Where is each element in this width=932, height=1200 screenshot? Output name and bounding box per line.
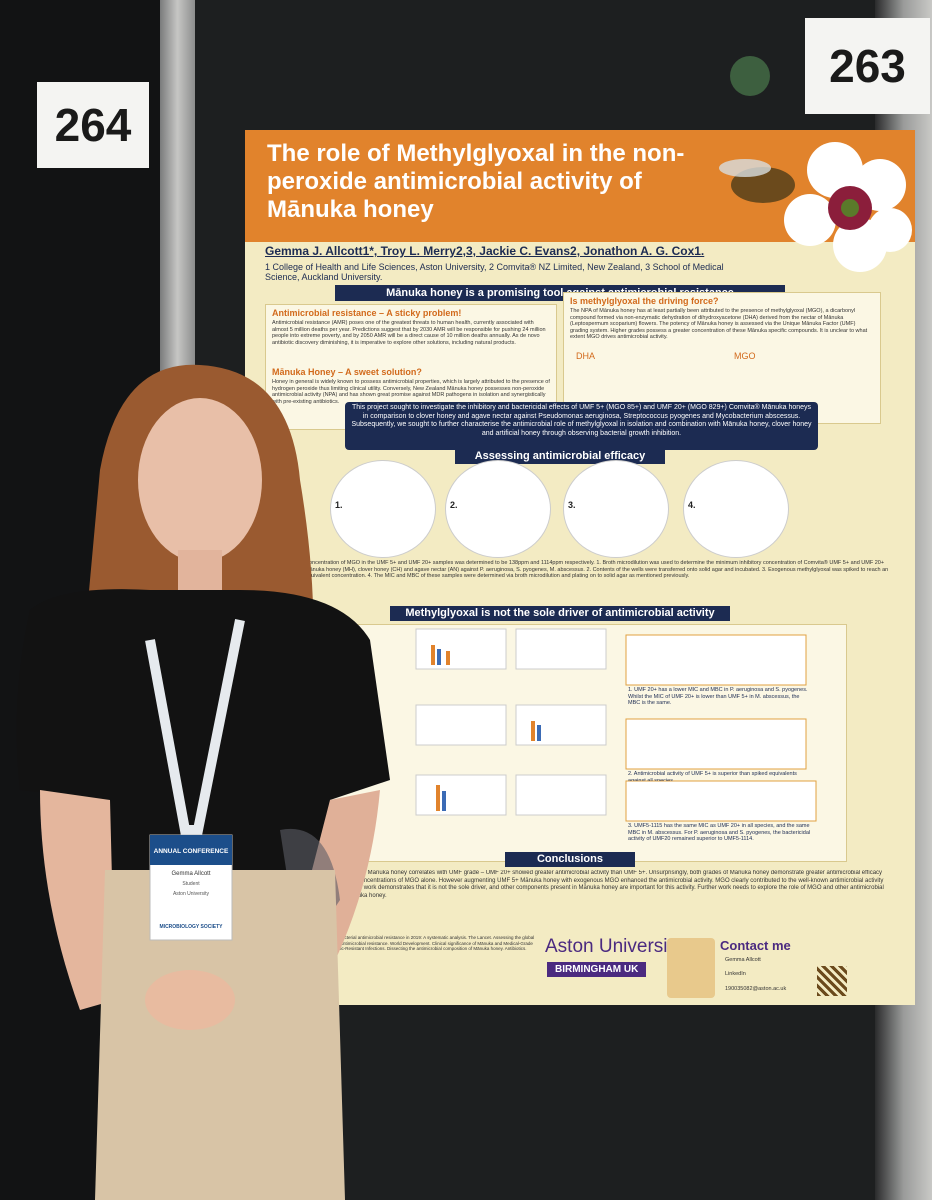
qr-code bbox=[817, 966, 847, 996]
section-text: The NPA of Mānuka honey has at least par… bbox=[570, 308, 868, 340]
badge-role: Student bbox=[182, 881, 200, 887]
method-diagram bbox=[330, 460, 436, 558]
section-text: Honey in general is widely known to poss… bbox=[272, 379, 550, 405]
contact-heading: Contact me bbox=[720, 938, 791, 953]
result-note: 2. Antimicrobial activity of UMF 5+ is s… bbox=[628, 771, 797, 781]
scheme-label: DHA bbox=[576, 351, 596, 361]
authors: Gemma J. Allcott1*, Troy L. Merry2,3, Ja… bbox=[265, 244, 705, 258]
lanyard bbox=[145, 619, 245, 835]
aston-subtitle: BIRMINGHAM UK bbox=[547, 962, 647, 977]
badge-logo: MICROBIOLOGY SOCIETY bbox=[160, 924, 224, 930]
method-diagram bbox=[683, 460, 789, 558]
section-heading: Mānuka Honey – A sweet solution? bbox=[272, 367, 422, 377]
step-number: 1. bbox=[335, 500, 343, 510]
methods-text: Concentration of MGO in the UMF 5+ and U… bbox=[305, 560, 889, 579]
poster-header: The role of Methylglyoxal in the non-per… bbox=[245, 130, 915, 272]
method-diagram bbox=[445, 460, 551, 558]
section-heading: Is methylglyoxal the driving force? bbox=[570, 296, 719, 306]
shirt bbox=[16, 589, 391, 870]
scheme-label: MGO bbox=[734, 351, 756, 361]
portrait-photo bbox=[667, 938, 715, 998]
poster-title: The role of Methylglyoxal in the non-per… bbox=[267, 140, 685, 223]
references: Global burden of bacterial antimicrobial… bbox=[305, 935, 535, 951]
sticker bbox=[730, 56, 770, 96]
aston-logo: Aston University bbox=[545, 936, 683, 957]
bee-flower-illustration bbox=[719, 142, 912, 272]
result-note: 3. UMF5-1115 has the same MIC as UMF 20+… bbox=[628, 823, 811, 842]
board-number: 263 bbox=[805, 18, 930, 114]
section-banner: Methylglyoxal is not the sole driver of … bbox=[390, 606, 730, 621]
badge-name: Gemma Allcott bbox=[171, 871, 210, 877]
hands bbox=[145, 970, 235, 1030]
aim: This project sought to investigate the i… bbox=[345, 402, 818, 450]
section-text: Antimicrobial resistance (AMR) poses one… bbox=[272, 320, 546, 346]
section-heading: Antimicrobial resistance – A sticky prob… bbox=[272, 308, 462, 318]
contact-name: Gemma Allcott bbox=[725, 957, 761, 963]
contact-email: 190035082@aston.ac.uk bbox=[725, 986, 787, 992]
arm bbox=[40, 790, 115, 1010]
affiliations: 1 College of Health and Life Sciences, A… bbox=[265, 262, 724, 282]
trousers bbox=[95, 870, 345, 1200]
result-note: 1. UMF 20+ has a lower MIC and MBC in P.… bbox=[628, 687, 808, 706]
step-number: 2. bbox=[450, 500, 458, 510]
contact-linkedin: LinkedIn bbox=[725, 971, 746, 977]
section-banner: Conclusions bbox=[505, 852, 635, 867]
board-number: 264 bbox=[37, 82, 149, 168]
results-figures bbox=[415, 628, 817, 822]
badge-org: Aston University bbox=[173, 891, 210, 897]
step-number: 3. bbox=[568, 500, 576, 510]
method-diagram bbox=[563, 460, 669, 558]
badge-title: ANNUAL CONFERENCE bbox=[154, 848, 229, 855]
results-panel: 1. UMF 20+ has a lower MIC and MBC in P.… bbox=[305, 624, 847, 862]
face bbox=[138, 398, 262, 562]
intro-box: Antimicrobial resistance – A sticky prob… bbox=[265, 304, 557, 430]
badge-header bbox=[150, 835, 232, 865]
step-number: 4. bbox=[688, 500, 696, 510]
